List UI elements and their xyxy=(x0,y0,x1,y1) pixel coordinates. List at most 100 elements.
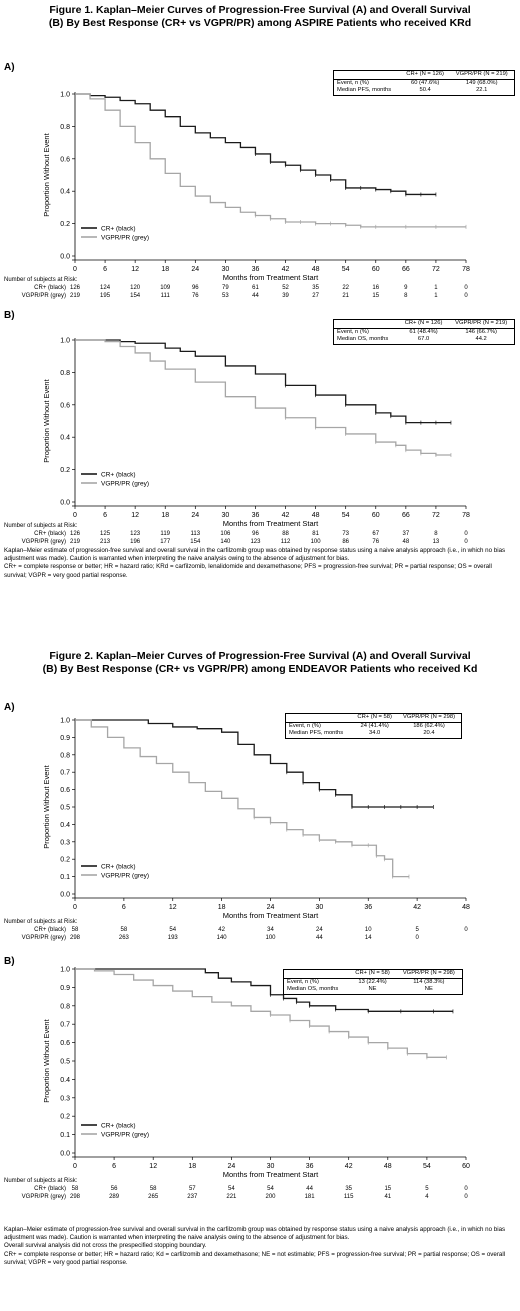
stats-value: NE xyxy=(368,986,377,992)
risk-row-label: CR+ (black) xyxy=(34,927,66,933)
y-tick-label: 0.2 xyxy=(60,1114,70,1121)
y-tick-label: 0.7 xyxy=(60,1022,70,1029)
y-tick-label: 0.3 xyxy=(60,839,70,846)
series-line-vgpr xyxy=(75,968,447,1058)
figure2-title-line2: (B) By Best Response (CR+ vs VGPR/PR) am… xyxy=(42,663,478,675)
legend-label: CR+ (black) xyxy=(101,226,136,233)
risk-count: 37 xyxy=(402,531,410,537)
risk-count: 289 xyxy=(109,1194,120,1200)
stats-value: 44.2 xyxy=(475,336,487,342)
stats-value: 149 (68.0%) xyxy=(465,79,498,86)
risk-count: 42 xyxy=(218,927,225,933)
series-line-cr xyxy=(75,339,451,424)
risk-count: 0 xyxy=(464,531,468,537)
x-tick-label: 6 xyxy=(103,512,107,519)
figure2-title: Figure 2. Kaplan–Meier Curves of Progres… xyxy=(0,650,520,676)
x-tick-label: 60 xyxy=(462,1163,470,1170)
x-tick-label: 66 xyxy=(402,266,410,273)
risk-count: 35 xyxy=(345,1186,353,1192)
risk-count: 10 xyxy=(364,927,372,933)
x-tick-label: 0 xyxy=(73,512,77,519)
risk-count: 27 xyxy=(312,293,319,299)
x-axis-label: Months from Treatment Start xyxy=(223,519,319,528)
x-tick-label: 30 xyxy=(221,266,229,273)
x-tick-label: 54 xyxy=(342,512,350,519)
x-tick-label: 78 xyxy=(462,266,470,273)
risk-count: 58 xyxy=(71,1186,79,1192)
figure2-title-line1: Figure 2. Kaplan–Meier Curves of Progres… xyxy=(49,650,471,662)
series-line-cr xyxy=(75,93,436,196)
risk-heading: Number of subjects at Risk: xyxy=(4,919,78,925)
risk-heading: Number of subjects at Risk: xyxy=(4,277,78,283)
y-tick-label: 0.2 xyxy=(60,221,70,228)
risk-count: 113 xyxy=(190,531,201,537)
risk-row-label: VGPR/PR (grey) xyxy=(21,293,66,299)
footnote-line: CR+ = complete response or better; HR = … xyxy=(4,1250,506,1266)
risk-count: 125 xyxy=(100,531,111,537)
y-axis-label: Proportion Without Event xyxy=(42,132,51,216)
risk-count: 81 xyxy=(312,531,319,537)
y-tick-label: 0.9 xyxy=(60,985,70,992)
risk-row-label: VGPR/PR (grey) xyxy=(21,1194,66,1200)
stats-col2: VGPR/PR (N = 298) xyxy=(396,714,461,723)
risk-count: 24 xyxy=(316,927,323,933)
y-tick-label: 0.7 xyxy=(60,770,70,777)
risk-count: 126 xyxy=(69,285,80,291)
y-tick-label: 0.0 xyxy=(60,892,70,899)
y-axis-label: Proportion Without Event xyxy=(42,378,51,462)
footnote-line: Overall survival analysis did not cross … xyxy=(4,1242,207,1250)
risk-count: 15 xyxy=(372,293,380,299)
x-tick-label: 36 xyxy=(364,904,372,911)
risk-count: 0 xyxy=(464,1186,468,1192)
stats-value: 114 (38.3%) xyxy=(413,978,445,985)
risk-count: 67 xyxy=(372,531,380,537)
footnote-line: CR+ = complete response or better; HR = … xyxy=(4,563,492,579)
risk-heading: Number of subjects at Risk: xyxy=(4,1178,78,1184)
risk-row-label: VGPR/PR (grey) xyxy=(21,539,66,545)
x-tick-label: 48 xyxy=(312,266,320,273)
risk-count: 100 xyxy=(265,935,276,941)
legend-label: CR+ (black) xyxy=(101,864,136,871)
risk-count: 76 xyxy=(191,293,199,299)
risk-count: 193 xyxy=(167,935,178,941)
risk-count: 86 xyxy=(342,539,350,545)
risk-count: 200 xyxy=(265,1194,276,1200)
stats-row-label: Event, n (%) xyxy=(287,978,319,985)
stats-row-label: Median OS, months xyxy=(287,986,339,992)
risk-row-label: CR+ (black) xyxy=(34,1186,66,1192)
risk-count: 44 xyxy=(316,935,323,941)
stats-row-label: Median PFS, months xyxy=(289,730,344,736)
legend-label: VGPR/PR (grey) xyxy=(101,1132,149,1139)
x-tick-label: 36 xyxy=(306,1163,314,1170)
y-tick-label: 0.3 xyxy=(60,1095,70,1102)
risk-count: 213 xyxy=(100,539,111,545)
y-tick-label: 0.5 xyxy=(60,805,70,812)
figure1-title-line2: (B) By Best Response (CR+ vs VGPR/PR) am… xyxy=(48,17,472,29)
risk-count: 54 xyxy=(267,1186,274,1192)
risk-row-label: VGPR/PR (grey) xyxy=(21,935,66,941)
risk-count: 195 xyxy=(100,293,111,299)
km-chart-endeavor-pfs: 0 6 12 18 24 30 36 42 48 0.0 0.1 0.2 0.3 0.4 0.5 0.6 0.7… xyxy=(42,718,470,921)
risk-count: 119 xyxy=(160,531,170,537)
stats-row-label: Event, n (%) xyxy=(289,722,321,729)
risk-count: 0 xyxy=(464,285,468,291)
x-tick-label: 30 xyxy=(221,512,229,519)
stats-box-2b: CR+ (N = 58) VGPR/PR (N = 298) Event, n (… xyxy=(283,969,463,995)
x-tick-label: 12 xyxy=(169,904,177,911)
risk-heading: Number of subjects at Risk: xyxy=(4,523,78,529)
risk-count: 263 xyxy=(118,935,129,941)
risk-count: 14 xyxy=(364,935,372,941)
x-tick-label: 54 xyxy=(342,266,350,273)
risk-row-label: CR+ (black) xyxy=(34,285,66,291)
x-tick-label: 66 xyxy=(402,512,410,519)
y-tick-label: 0.9 xyxy=(60,735,70,742)
x-tick-label: 24 xyxy=(228,1163,236,1170)
stats-row-label: Event, n (%) xyxy=(337,79,369,86)
risk-count: 219 xyxy=(69,539,80,545)
y-tick-label: 0.4 xyxy=(60,822,70,829)
stats-col1: CR+ (N = 58) xyxy=(349,970,396,979)
stats-value: 20.4 xyxy=(423,730,435,736)
stats-value: NE xyxy=(424,986,433,992)
risk-count: 115 xyxy=(343,1194,354,1200)
y-tick-label: 0.0 xyxy=(60,500,70,507)
